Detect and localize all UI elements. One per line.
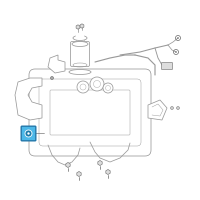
Circle shape (50, 76, 54, 79)
Polygon shape (15, 78, 42, 120)
Circle shape (90, 77, 104, 91)
Ellipse shape (72, 42, 88, 46)
Polygon shape (48, 55, 65, 73)
Polygon shape (148, 100, 167, 120)
FancyBboxPatch shape (70, 42, 90, 66)
Circle shape (77, 81, 89, 93)
Circle shape (177, 37, 179, 39)
Circle shape (170, 106, 174, 110)
Circle shape (177, 106, 180, 110)
Circle shape (27, 132, 30, 135)
Circle shape (25, 130, 32, 137)
Ellipse shape (73, 36, 87, 40)
Circle shape (103, 83, 113, 93)
Ellipse shape (69, 70, 91, 74)
Circle shape (175, 51, 177, 53)
FancyBboxPatch shape (162, 62, 172, 70)
FancyBboxPatch shape (21, 126, 36, 141)
FancyBboxPatch shape (29, 69, 151, 156)
FancyBboxPatch shape (76, 35, 84, 38)
